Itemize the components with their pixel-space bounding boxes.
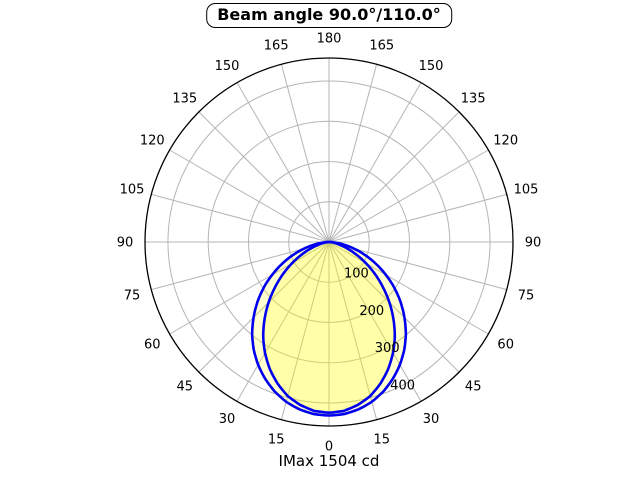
- angle-gridline: [198, 241, 330, 373]
- beam-lobe-curve-beam-110deg-plane: [250, 240, 408, 417]
- angle-tick-label: 15: [374, 433, 391, 448]
- radial-tick-label: 100: [344, 267, 369, 282]
- angle-gridline: [328, 149, 489, 243]
- angle-tick-label: 150: [419, 59, 444, 74]
- angle-gridline: [328, 111, 460, 243]
- angle-tick-label: 90: [525, 236, 542, 251]
- angle-gridline: [328, 241, 378, 420]
- angle-tick-label: 15: [268, 433, 285, 448]
- angle-tick-label: 30: [423, 412, 440, 427]
- angle-gridline: [169, 241, 330, 335]
- imax-annotation: IMax 1504 cd: [278, 452, 380, 470]
- angle-tick-label: 75: [124, 288, 141, 303]
- angle-tick-label: 45: [177, 380, 194, 395]
- angle-tick-label: 45: [465, 380, 482, 395]
- angle-tick-label: 105: [514, 183, 539, 198]
- angle-gridline: [151, 193, 330, 243]
- angle-tick-label: 165: [369, 39, 394, 54]
- angle-gridline: [328, 193, 507, 243]
- angle-gridline: [328, 241, 489, 335]
- angle-tick-label: 135: [172, 91, 197, 106]
- angle-tick-label: 105: [120, 183, 145, 198]
- angle-gridline: [328, 241, 422, 402]
- angle-gridline: [328, 82, 422, 243]
- outer-ring: [144, 57, 514, 427]
- angle-gridline: [280, 64, 330, 243]
- angle-tick-label: 90: [117, 236, 134, 251]
- angle-tick-label: 165: [264, 39, 289, 54]
- beam-lobe-curve-beam-90deg-plane: [261, 240, 397, 414]
- angle-tick-label: 135: [461, 91, 486, 106]
- angle-tick-label: 120: [493, 134, 518, 149]
- angle-tick-label: 60: [497, 338, 514, 353]
- radial-tick-label: 300: [375, 341, 400, 356]
- radial-tick-label: 400: [390, 378, 415, 393]
- angle-tick-label: 180: [317, 32, 342, 47]
- beam-lobe-fill-beam-90deg-plane: [263, 242, 395, 413]
- angle-gridline: [236, 241, 330, 402]
- angle-tick-label: 150: [215, 59, 240, 74]
- radial-tick-label: 200: [359, 304, 384, 319]
- angle-gridline: [280, 241, 330, 420]
- angle-tick-label: 120: [140, 134, 165, 149]
- angle-gridline: [236, 82, 330, 243]
- angle-gridline: [169, 149, 330, 243]
- beam-lobe-fill-beam-110deg-plane: [252, 242, 406, 416]
- angle-gridline: [198, 111, 330, 243]
- angle-tick-label: 0: [325, 440, 333, 455]
- angle-tick-label: 60: [144, 338, 161, 353]
- angle-tick-label: 75: [518, 288, 535, 303]
- angle-tick-label: 30: [219, 412, 236, 427]
- chart-title: Beam angle 90.0°/110.0°: [206, 3, 452, 28]
- angle-gridline: [328, 241, 460, 373]
- angle-gridline: [328, 64, 378, 243]
